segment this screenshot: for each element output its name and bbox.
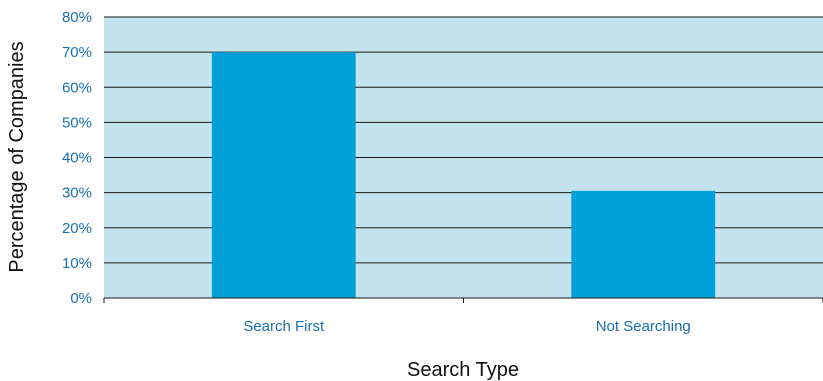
y-tick-label: 80% (62, 9, 92, 26)
x-axis-title: Search Type (407, 359, 519, 381)
y-axis-title: Percentage of Companies (6, 41, 28, 272)
x-tick-label: Search First (243, 318, 325, 335)
y-tick-label: 70% (62, 44, 92, 61)
y-tick-label: 10% (62, 255, 92, 272)
bars (211, 52, 716, 298)
x-tick-label: Not Searching (596, 318, 691, 335)
y-tick-label: 30% (62, 185, 92, 202)
bar (571, 190, 716, 298)
x-tick-marks (103, 298, 823, 303)
y-tick-label: 40% (62, 150, 92, 167)
y-tick-label: 0% (70, 290, 92, 307)
y-tick-labels: 0% 10% 20% 30% 40% 50% 60% 70% 80% (62, 9, 92, 307)
y-tick-label: 20% (62, 220, 92, 237)
bar (211, 52, 356, 298)
y-tick-label: 50% (62, 114, 92, 131)
x-tick-labels: Search First Not Searching (243, 318, 690, 335)
y-tick-label: 60% (62, 79, 92, 96)
